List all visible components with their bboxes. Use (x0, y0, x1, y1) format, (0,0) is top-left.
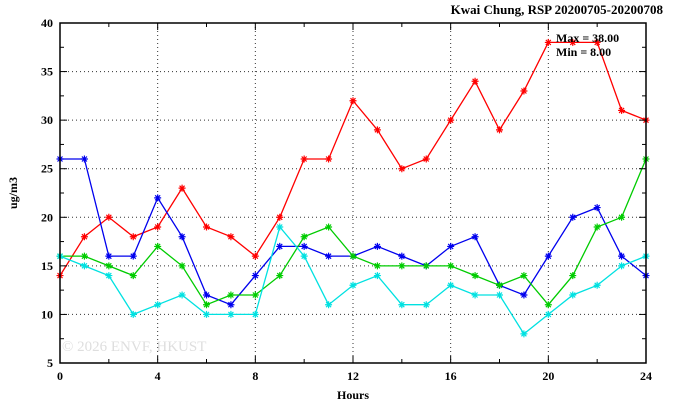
x-tick-label: 0 (57, 369, 63, 383)
x-tick-label: 20 (542, 369, 554, 383)
min-annotation: Min = 8.00 (556, 45, 611, 59)
x-tick-label: 4 (155, 369, 161, 383)
y-tick-label: 5 (47, 356, 53, 370)
x-axis-label: Hours (337, 388, 369, 402)
series-cyan-markers (56, 223, 650, 338)
tick-labels: 5 10 15 20 25 30 35 40 0 4 8 12 16 20 24 (41, 16, 652, 383)
chart-title: Kwai Chung, RSP 20200705-20200708 (451, 2, 664, 17)
y-tick-label: 25 (41, 162, 53, 176)
y-axis-label: ug/m3 (6, 177, 20, 209)
axes-frame (59, 22, 647, 364)
x-tick-label: 8 (252, 369, 258, 383)
max-annotation: Max = 38.00 (556, 31, 619, 45)
y-tick-label: 40 (41, 16, 53, 30)
y-tick-label: 30 (41, 113, 53, 127)
x-tick-label: 16 (445, 369, 457, 383)
y-tick-label: 15 (41, 259, 53, 273)
y-tick-label: 10 (41, 307, 53, 321)
x-tick-label: 12 (347, 369, 359, 383)
copyright-watermark: © 2026 ENVF, HKUST (62, 339, 206, 355)
x-tick-label: 24 (640, 369, 652, 383)
grid-lines (60, 23, 646, 363)
data-series (56, 38, 650, 338)
y-tick-label: 35 (41, 65, 53, 79)
y-tick-label: 20 (41, 210, 53, 224)
